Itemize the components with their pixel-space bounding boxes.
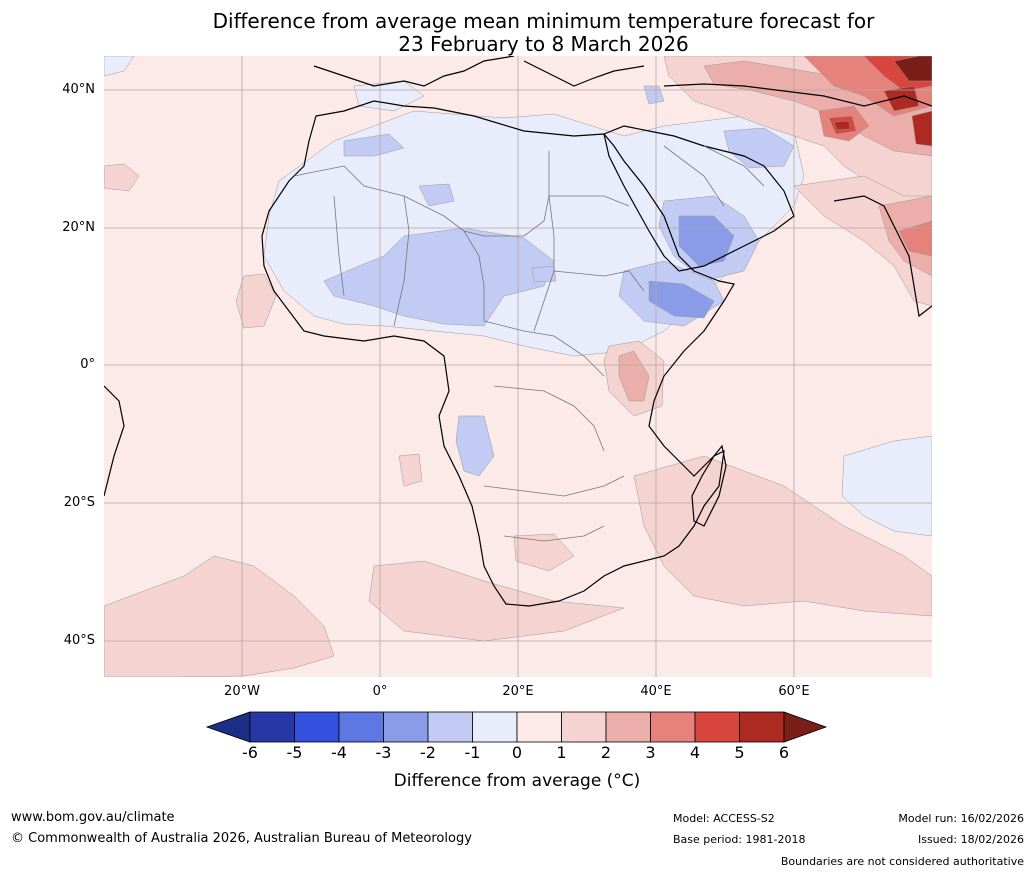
country-borders [293,145,765,542]
footer-website[interactable]: www.bom.gov.au/climate [11,810,175,825]
lon-label-20w: 20°W [224,684,260,699]
coastlines [104,56,932,607]
map-graphic [104,56,932,677]
lat-label-40n: 40°N [62,82,95,97]
colorbar-tick-label: 3 [645,743,656,762]
colorbar-tick-label: 2 [600,743,612,762]
colorbar-segments [206,711,828,743]
lon-label-40e: 40°E [640,684,672,699]
footer-copyright: © Commonwealth of Australia 2026, Austra… [11,831,472,846]
colorbar-segment [427,711,473,743]
colorbar-segment [338,711,384,743]
title-line-2: 23 February to 8 March 2026 [398,32,689,56]
footer-model: Model: ACCESS-S2 [673,812,775,825]
title-line-1: Difference from average mean minimum tem… [212,9,875,33]
colorbar-segment [472,711,518,743]
colorbar-tick-label: -5 [286,743,303,762]
colorbar-tick-label: 5 [734,743,745,762]
colorbar-tick-label: 6 [778,743,790,762]
lat-label-20n: 20°N [62,220,95,235]
colorbar-tick-label: -6 [242,743,258,762]
colorbar-tick-label: 1 [556,743,567,762]
colorbar-segment [561,711,607,743]
colorbar-segment [739,711,785,743]
colorbar-segment [650,711,696,743]
colorbar-label: Difference from average (°C) [393,771,641,791]
lon-label-20e: 20°E [502,684,534,699]
colorbar-segment [516,711,562,743]
colorbar-extend-low [206,711,251,743]
colorbar-tick-label: -1 [464,743,481,762]
colorbar-segment [383,711,429,743]
footer-issued: Issued: 18/02/2026 [917,833,1024,846]
colorbar-extend-high [783,711,828,743]
colorbar-tick-label: 4 [689,743,701,762]
graticule [104,56,932,677]
lon-label-60e: 60°E [778,684,810,699]
colorbar-tick-label: -3 [375,743,392,762]
footer-disclaimer: Boundaries are not considered authoritat… [780,855,1024,868]
colorbar-segment [694,711,740,743]
footer-model-run: Model run: 16/02/2026 [898,812,1024,825]
map-panel [104,56,932,677]
colorbar-segment [605,711,651,743]
colorbar-tick-label: -2 [420,743,436,762]
lon-label-0: 0° [372,684,388,699]
colorbar-tick-label: 0 [511,743,523,762]
colorbar-tick-label: -4 [331,743,347,762]
footer-base-period: Base period: 1981-2018 [673,833,806,846]
colorbar [206,711,828,743]
lat-label-40s: 40°S [63,633,95,648]
colorbar-segment [294,711,340,743]
lat-label-20s: 20°S [63,495,95,510]
anomaly-fields [104,56,932,677]
colorbar-segment [249,711,295,743]
map-title: Difference from average mean minimum tem… [0,10,1035,56]
lat-label-0: 0° [80,357,95,372]
